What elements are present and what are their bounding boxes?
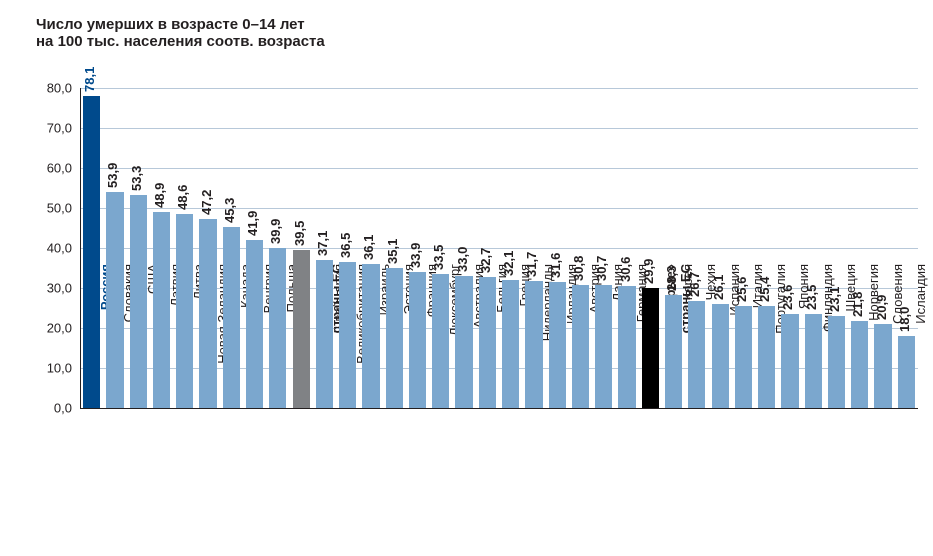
bar-value-label: 23,5 [804,285,819,310]
y-tick-label: 70,0 [36,121,72,136]
bar-value-label: 25,4 [757,277,772,302]
y-tick-label: 0,0 [36,401,72,416]
gridline [80,88,918,89]
y-tick-label: 30,0 [36,281,72,296]
bar-value-label: 21,8 [850,292,865,317]
y-tick-label: 60,0 [36,161,72,176]
bar-value-label: 36,5 [338,233,353,258]
bar-value-label: 45,3 [222,198,237,223]
bar-value-label: 78,1 [82,66,97,91]
mortality-bar-chart: Число умерших в возрасте 0–14 лет на 100… [0,0,933,556]
bar-value-label: 39,5 [292,221,307,246]
bar-value-label: 25,6 [734,276,749,301]
bar-value-label: 30,7 [594,256,609,281]
plot-area: 0,010,020,030,040,050,060,070,080,078,1Р… [80,88,918,408]
bar-value-label: 41,9 [245,211,260,236]
bar-value-label: 31,7 [524,252,539,277]
bar-value-label: 23,6 [780,284,795,309]
bar-value-label: 37,1 [315,230,330,255]
bar-value-label: 26,1 [711,274,726,299]
bar-value-label: 48,6 [175,184,190,209]
bar-value-label: 47,2 [199,190,214,215]
chart-title: Число умерших в возрасте 0–14 лет на 100… [36,16,325,50]
bar-value-label: 53,9 [105,163,120,188]
x-category-label: Исландия [913,264,928,414]
bar-value-label: 18,0 [897,307,912,332]
y-tick-label: 80,0 [36,81,72,96]
bar-value-label: 33,5 [431,245,446,270]
bar-value-label: 29,9 [641,259,656,284]
y-tick-label: 40,0 [36,241,72,256]
y-tick-label: 20,0 [36,321,72,336]
bar-value-label: 23,1 [827,286,842,311]
bar-value-label: 32,1 [501,250,516,275]
bar-value-label: 48,9 [152,183,167,208]
bar-value-label: 28,3 [664,266,679,291]
y-tick-label: 50,0 [36,201,72,216]
bar [642,288,659,408]
bar-value-label: 32,7 [478,248,493,273]
y-tick-label: 10,0 [36,361,72,376]
bar-value-label: 35,1 [385,238,400,263]
bar-value-label: 31,6 [548,252,563,277]
bar [293,250,310,408]
bar-value-label: 33,9 [408,243,423,268]
y-axis [80,88,81,408]
bar-value-label: 39,9 [268,219,283,244]
bar-value-label: 26,7 [687,272,702,297]
bar-value-label: 33,0 [455,247,470,272]
bar-value-label: 36,1 [361,234,376,259]
gridline [80,128,918,129]
bar-value-label: 30,6 [618,256,633,281]
gridline [80,168,918,169]
bar-value-label: 20,9 [874,295,889,320]
bar-value-label: 30,8 [571,256,586,281]
bar-value-label: 53,3 [129,166,144,191]
